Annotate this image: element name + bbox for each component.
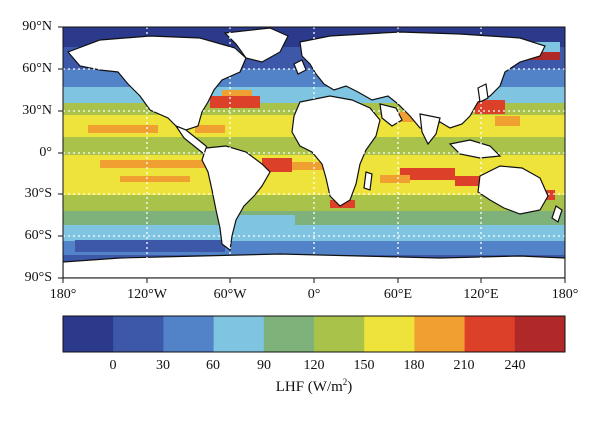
southeast-asia-islands [448, 139, 502, 159]
colorbar-tick-label: 180 [403, 358, 425, 373]
colorbar-tick-label: 0 [109, 358, 117, 373]
lat-label-30s: 30°S [24, 186, 52, 201]
lon-label-120e: 120°E [463, 287, 499, 302]
new-zealand [551, 205, 563, 223]
lat-label-90s: 90°S [24, 270, 52, 285]
lat-label-60n: 60°N [22, 61, 52, 76]
colorbar-tick-label: 60 [206, 358, 220, 373]
lon-label-60e: 60°E [383, 287, 413, 302]
colorbar-segment [514, 316, 566, 352]
india [419, 113, 441, 146]
south-america [201, 145, 271, 252]
greenland [223, 27, 289, 63]
colorbar-tick-label: 240 [504, 358, 526, 373]
arabia [379, 103, 403, 127]
lat-label-30n: 30°N [22, 103, 52, 118]
colorbar-tick-label: 150 [353, 358, 375, 373]
lon-label-180w: 180° [49, 287, 77, 302]
lon-label-60w: 60°W [213, 287, 247, 302]
lon-label-0: 0° [307, 287, 321, 302]
british-isles [293, 59, 307, 75]
colorbar-title-close: ) [347, 379, 353, 395]
colorbar-tick-label: 120 [303, 358, 325, 373]
colorbar-segment [213, 316, 265, 352]
colorbar-segment [113, 316, 164, 352]
colorbar-tick-label: 90 [257, 358, 271, 373]
eurasia [299, 31, 546, 131]
lat-label-60s: 60°S [24, 228, 52, 243]
lat-label-0: 0° [39, 145, 52, 160]
land-masses [63, 27, 565, 278]
colorbar-title: LHF (W/m2) [234, 377, 394, 396]
colorbar-frame [62, 315, 566, 353]
axis-ticks [58, 26, 566, 283]
colorbar-tick-label: 210 [453, 358, 475, 373]
antarctica [63, 253, 565, 278]
colorbar-tick-label: 30 [156, 358, 170, 373]
colorbar-segment [263, 316, 315, 352]
lat-label-90n: 90°N [22, 19, 52, 34]
colorbar-title-superscript: 2 [342, 377, 348, 387]
colorbar-segment [163, 316, 215, 352]
north-america [66, 35, 247, 131]
colorbar-segment [414, 316, 466, 352]
australia [477, 165, 549, 215]
colorbar-segment [314, 316, 365, 352]
gridlines [63, 27, 565, 278]
madagascar [363, 171, 373, 191]
colorbar-segment [364, 316, 415, 352]
colorbar [63, 316, 566, 352]
japan [477, 83, 489, 103]
colorbar-segment [464, 316, 516, 352]
colorbar-title-text: LHF (W/m [275, 379, 343, 395]
colorbar-segment [63, 316, 114, 352]
lon-label-120w: 120°W [127, 287, 167, 302]
lon-label-180e: 180° [551, 287, 579, 302]
